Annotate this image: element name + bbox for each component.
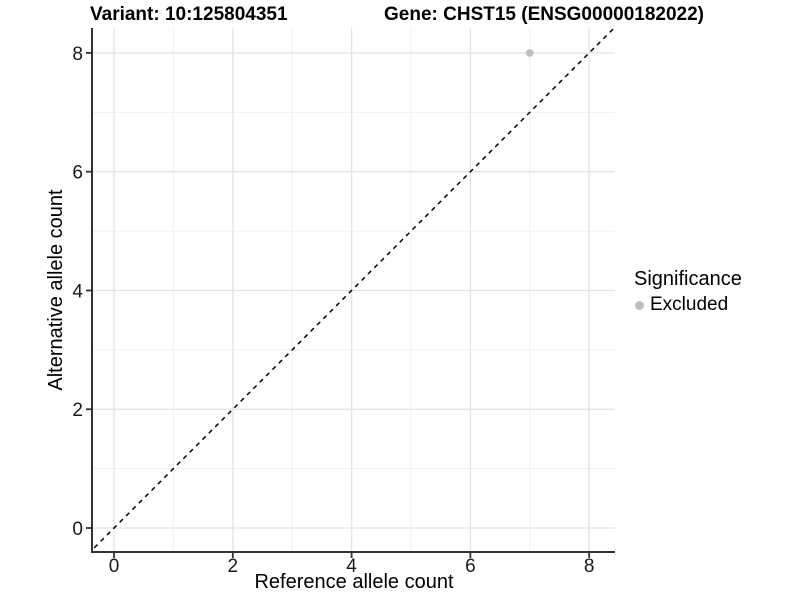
- y-axis-title: Alternative allele count: [45, 189, 67, 391]
- legend-title: Significance: [634, 268, 742, 290]
- y-tick-label: 4: [72, 281, 83, 302]
- legend-key-dot: [635, 300, 644, 310]
- y-tick-label: 8: [72, 44, 83, 65]
- legend-item-label: Excluded: [650, 294, 729, 315]
- data-point: [525, 49, 534, 57]
- x-tick-label: 8: [584, 556, 595, 577]
- x-tick-label: 2: [228, 556, 239, 577]
- legend: Significance Excluded: [630, 268, 742, 316]
- x-tick-label: 0: [109, 556, 120, 577]
- plot-title-variant: Variant: 10:125804351: [90, 4, 288, 25]
- y-tick-label: 6: [72, 163, 83, 184]
- x-axis-title: Reference allele count: [254, 571, 454, 593]
- identity-line: [93, 28, 615, 551]
- y-tick-label: 2: [72, 400, 83, 421]
- legend-item-excluded: Excluded: [630, 294, 742, 316]
- x-tick-label: 6: [465, 556, 476, 577]
- y-tick-label: 0: [72, 519, 83, 540]
- plot-title-gene: Gene: CHST15 (ENSG00000182022): [384, 4, 704, 25]
- x-tick-label: 4: [346, 556, 357, 577]
